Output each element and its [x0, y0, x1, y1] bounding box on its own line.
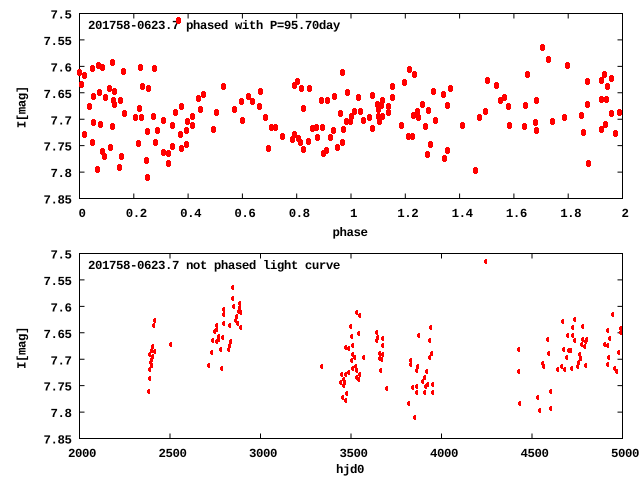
- svg-text:3500: 3500: [340, 447, 368, 461]
- svg-text:7.7: 7.7: [51, 114, 72, 128]
- svg-text:0.2: 0.2: [126, 207, 147, 221]
- svg-text:2500: 2500: [159, 447, 187, 461]
- svg-text:2000: 2000: [68, 447, 96, 461]
- svg-text:hjd0: hjd0: [336, 463, 364, 477]
- svg-text:7.8: 7.8: [51, 407, 72, 421]
- svg-text:0: 0: [79, 207, 86, 221]
- svg-text:7.55: 7.55: [44, 275, 72, 289]
- svg-text:201758-0623.7 phased with P=95: 201758-0623.7 phased with P=95.70day: [88, 19, 341, 33]
- svg-text:1: 1: [350, 207, 357, 221]
- svg-text:7.6: 7.6: [51, 61, 72, 75]
- svg-text:I[mag]: I[mag]: [15, 86, 29, 128]
- svg-text:0.4: 0.4: [180, 207, 202, 221]
- svg-text:0.6: 0.6: [234, 207, 255, 221]
- svg-text:7.85: 7.85: [44, 194, 72, 208]
- svg-text:7.6: 7.6: [51, 301, 72, 315]
- svg-text:5000: 5000: [611, 447, 639, 461]
- svg-text:201758-0623.7 not phased light: 201758-0623.7 not phased light curve: [88, 259, 340, 273]
- svg-text:7.55: 7.55: [44, 35, 72, 49]
- svg-text:7.65: 7.65: [44, 88, 72, 102]
- svg-text:1.2: 1.2: [397, 207, 418, 221]
- svg-text:7.65: 7.65: [44, 328, 72, 342]
- svg-text:7.5: 7.5: [51, 9, 72, 23]
- svg-text:3000: 3000: [249, 447, 277, 461]
- svg-text:phase: phase: [333, 226, 368, 240]
- svg-text:7.5: 7.5: [51, 249, 72, 263]
- svg-text:2: 2: [622, 207, 629, 221]
- svg-text:1.8: 1.8: [560, 207, 581, 221]
- svg-text:1.6: 1.6: [506, 207, 527, 221]
- svg-text:7.7: 7.7: [51, 354, 72, 368]
- svg-text:4500: 4500: [521, 447, 549, 461]
- svg-text:7.75: 7.75: [44, 381, 72, 395]
- svg-text:1.4: 1.4: [452, 207, 474, 221]
- svg-text:7.8: 7.8: [51, 167, 72, 181]
- svg-text:I[mag]: I[mag]: [15, 327, 29, 369]
- svg-text:4000: 4000: [430, 447, 458, 461]
- svg-text:7.85: 7.85: [44, 434, 72, 448]
- svg-text:0.8: 0.8: [289, 207, 310, 221]
- svg-text:7.75: 7.75: [44, 141, 72, 155]
